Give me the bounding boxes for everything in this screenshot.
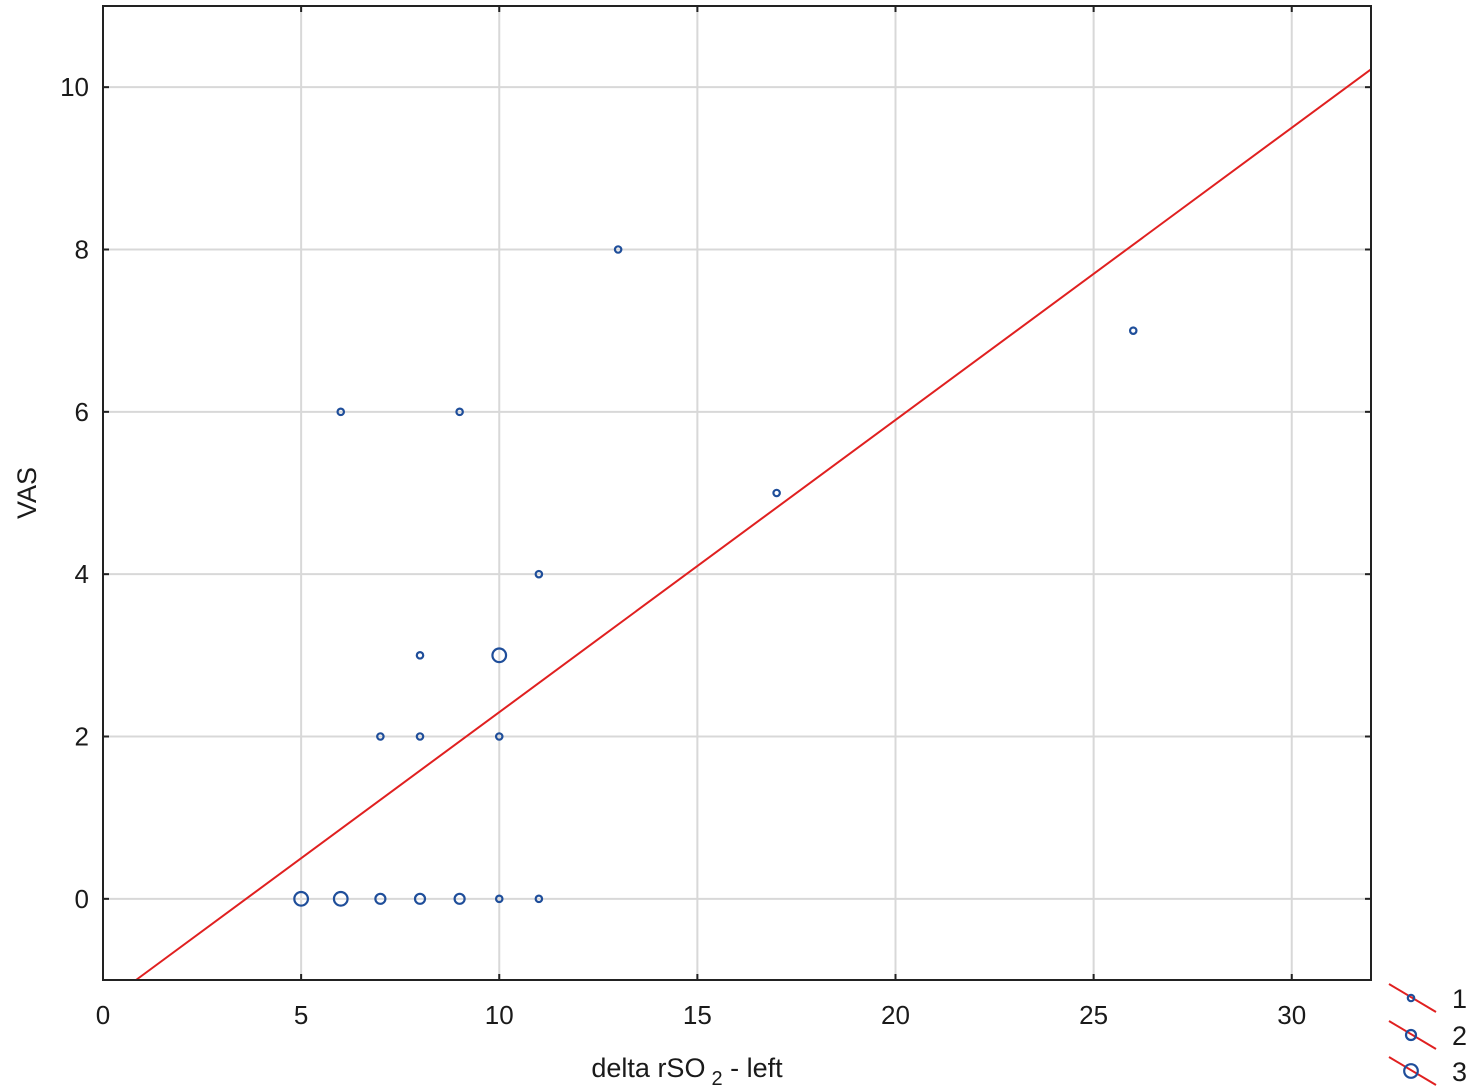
legend-label-2: 2 [1452, 1021, 1467, 1051]
x-axis-title-main: delta rSO [591, 1053, 705, 1083]
data-point [415, 732, 425, 741]
legend-marker-1 [1406, 993, 1416, 1003]
data-point [415, 651, 425, 660]
y-tick-label: 0 [75, 884, 89, 914]
tick-labels: 0 5 10 15 20 25 30 0 2 4 6 8 10 [60, 72, 1306, 1030]
data-point [772, 488, 781, 498]
y-tick-label: 2 [75, 722, 89, 752]
data-point [374, 892, 387, 905]
y-tick-label: 10 [60, 72, 89, 102]
x-axis-title-tail: - left [723, 1053, 784, 1083]
x-tick-label: 0 [96, 1000, 110, 1030]
x-axis-title: delta rSO 2 - left [591, 1053, 783, 1090]
plot-frame [102, 5, 1372, 981]
x-tick-label: 25 [1079, 1000, 1108, 1030]
legend-line-3 [1388, 1056, 1437, 1086]
data-point [534, 569, 544, 579]
data-point [1128, 326, 1138, 335]
regression-line-group [135, 68, 1372, 981]
legend-marker-2 [1404, 1028, 1418, 1042]
data-point [376, 732, 385, 741]
y-tick-label: 8 [75, 235, 89, 265]
legend-line-2 [1388, 1020, 1437, 1050]
x-tick-label: 20 [881, 1000, 910, 1030]
x-tick-label: 10 [485, 1000, 514, 1030]
x-axis-title-subscript: 2 [711, 1068, 722, 1090]
y-axis-title: VAS [12, 467, 42, 519]
data-point [413, 892, 427, 905]
legend-label-3: 3 [1452, 1057, 1467, 1087]
data-point [613, 245, 623, 254]
grid-lines [103, 6, 1371, 980]
data-point [455, 407, 464, 417]
x-tick-label: 5 [294, 1000, 308, 1030]
x-tick-label: 15 [683, 1000, 712, 1030]
data-point [491, 647, 508, 664]
data-point [336, 407, 346, 417]
data-point [332, 890, 349, 907]
x-tick-label: 30 [1277, 1000, 1306, 1030]
legend-marker-3 [1403, 1063, 1419, 1079]
data-point [534, 894, 544, 904]
data-point [293, 890, 310, 907]
y-tick-label: 6 [75, 397, 89, 427]
y-tick-label: 4 [75, 559, 89, 589]
data-points [293, 245, 1138, 907]
regression-line [135, 68, 1372, 981]
data-point [453, 892, 466, 905]
legend-line-1 [1388, 983, 1437, 1013]
legend-label-1: 1 [1452, 984, 1467, 1014]
data-point [494, 732, 504, 741]
axis-ticks [102, 6, 1371, 980]
legend: 1 2 3 [1388, 983, 1467, 1087]
data-point [494, 894, 504, 904]
